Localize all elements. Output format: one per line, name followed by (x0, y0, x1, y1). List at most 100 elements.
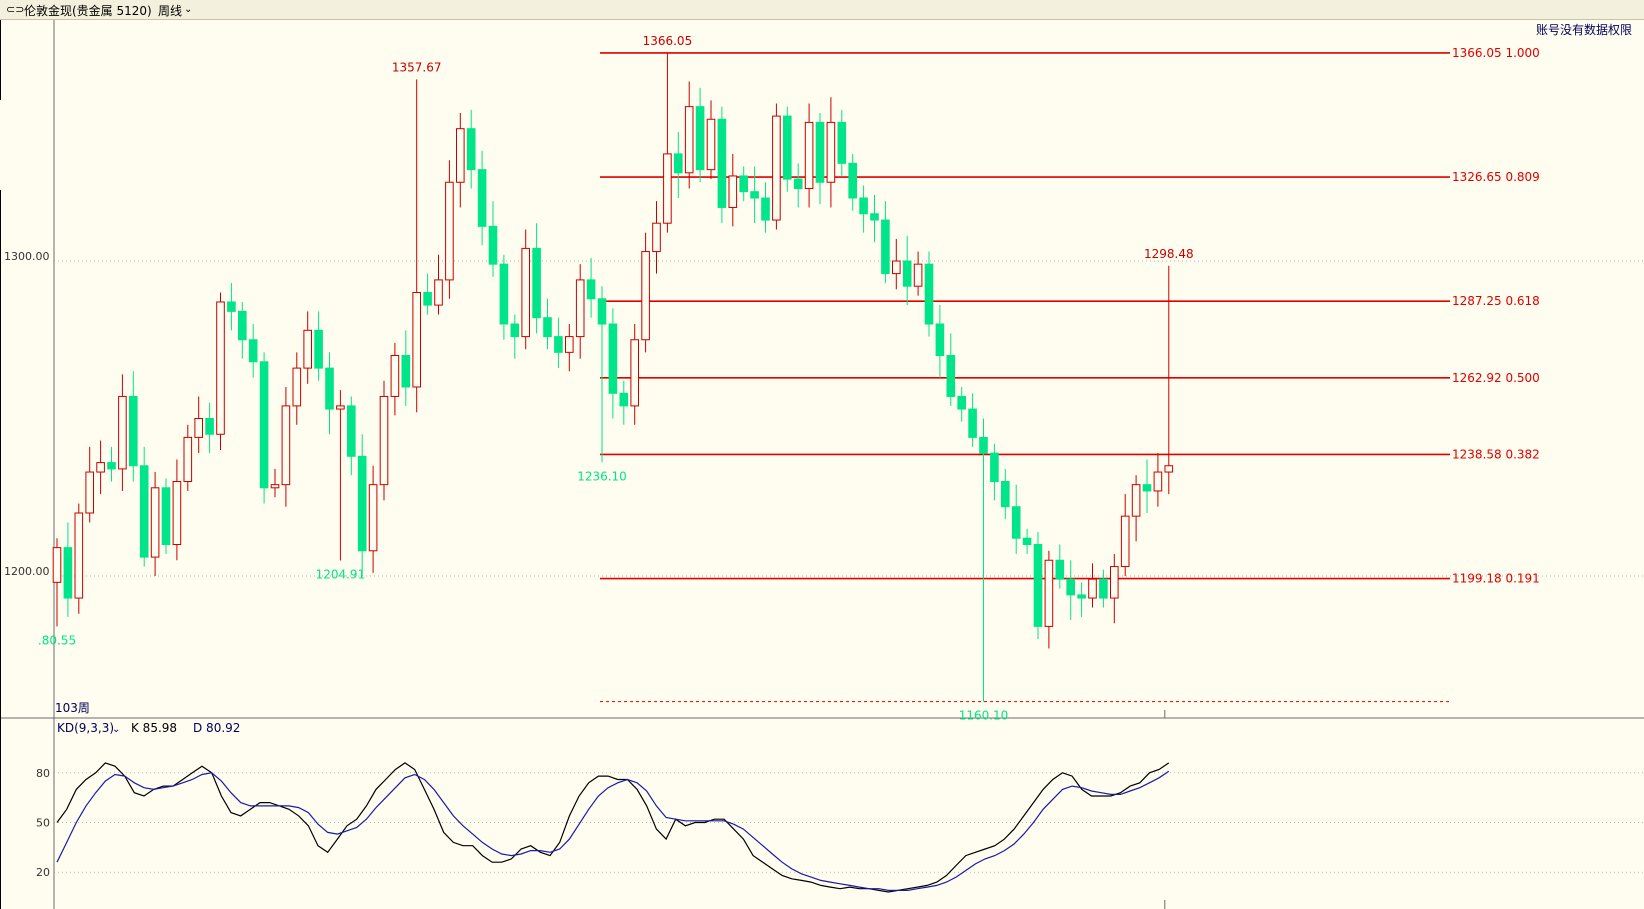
candle-body (1033, 544, 1043, 627)
fib-level-label: 1199.18 0.191 (1452, 572, 1540, 586)
candle-body (772, 115, 781, 221)
chevron-down-icon[interactable]: ⌄ (112, 724, 120, 735)
candle-body (227, 301, 236, 312)
chart-frame: 1300.00 1200.00 (0, 20, 1644, 909)
candle-body (1099, 578, 1108, 599)
candle-body (521, 247, 531, 338)
extreme-label: 1204.91 (316, 568, 366, 582)
candle-body (412, 292, 421, 388)
candle-body (401, 355, 411, 388)
candle-body (608, 323, 618, 394)
candle-body (434, 279, 443, 306)
candle-body (303, 329, 312, 369)
candle-body (815, 121, 825, 183)
candle-body (946, 355, 956, 397)
candle-body (510, 323, 520, 338)
candle-body (270, 484, 280, 489)
candle-body (1077, 594, 1086, 599)
bar-count-label: 103周 (55, 701, 90, 715)
candle-body (488, 225, 498, 265)
candle-body (183, 436, 193, 482)
candle-body (445, 181, 454, 281)
period-selector[interactable]: 周线 (158, 4, 183, 18)
price-labels: 1357.67 1366.05 1298.48 1204.91 1236.10 1160.… (38, 34, 1194, 723)
candle-body (1044, 559, 1054, 627)
candle-body (674, 153, 683, 174)
candle-body (695, 106, 705, 171)
candle-body (1164, 465, 1174, 473)
candle-body (1011, 506, 1021, 539)
candle-body (150, 487, 160, 558)
candle-body (466, 128, 476, 171)
candle-body (357, 455, 367, 552)
candle-body (292, 367, 302, 407)
kd-indicator: 80 50 20 (36, 762, 1644, 893)
candle-body (739, 175, 749, 193)
candle-body (314, 329, 323, 369)
candle-body (652, 222, 661, 253)
candle-body (1088, 578, 1097, 599)
candle-body (554, 336, 563, 353)
candle-body (892, 260, 901, 275)
candle-body (390, 355, 400, 397)
candle-body (979, 436, 988, 454)
indicator-name[interactable]: KD(9,3,3) (57, 721, 114, 735)
y-tick-label: 1200.00 (4, 565, 50, 578)
candle-body (281, 405, 291, 486)
candle-body (1131, 484, 1141, 517)
candle-body (129, 395, 138, 467)
candle-body (848, 162, 858, 199)
kd-tick-label: 20 (36, 866, 50, 879)
candle-body (641, 251, 650, 341)
chevron-down-icon[interactable]: ⌄ (184, 4, 193, 15)
candle-body (216, 301, 225, 435)
candle-body (118, 395, 127, 470)
candle-body (456, 128, 465, 183)
y-axis-area (0, 20, 54, 909)
k-line (56, 762, 1170, 893)
candle-body (783, 115, 792, 180)
candle-body (968, 408, 977, 438)
candle-body (1153, 471, 1163, 492)
extreme-label: 1298.48 (1144, 247, 1194, 261)
candle-body (924, 263, 934, 325)
candle-body (565, 336, 574, 353)
kd-tick-label: 50 (36, 817, 50, 830)
d-line (56, 770, 1170, 891)
candle-body (859, 197, 868, 215)
candle-body (706, 118, 716, 171)
candle-body (85, 471, 95, 514)
candle-body (52, 547, 62, 583)
candle-body (499, 263, 509, 325)
candle-body (532, 247, 541, 319)
candle-body (259, 361, 269, 489)
extreme-label: 1160.10 (959, 709, 1009, 723)
extreme-label: 1236.10 (577, 469, 627, 483)
fib-level-label: 1366.05 1.000 (1452, 46, 1540, 60)
candle-body (248, 339, 258, 363)
candle-body (336, 405, 345, 410)
candle-body (74, 512, 84, 599)
link-icon[interactable]: ⊂⊃ (6, 3, 25, 16)
candle-body (1142, 484, 1152, 492)
candle-body (586, 279, 596, 300)
candle-body (238, 310, 247, 341)
candle-body (368, 484, 378, 552)
candle-body (1110, 566, 1119, 599)
candle-body (750, 191, 759, 199)
candle-body (619, 392, 629, 407)
candle-body (597, 298, 607, 325)
candle-body (161, 487, 171, 545)
fib-level-label: 1262.92 0.500 (1452, 371, 1540, 385)
candle-body (793, 178, 803, 190)
candlesticks (52, 52, 1174, 702)
candle-body (1066, 578, 1076, 596)
candle-body (1001, 481, 1010, 508)
candle-body (107, 462, 116, 470)
extreme-label: 1366.05 (643, 34, 693, 48)
candle-body (543, 317, 552, 338)
candle-body (194, 418, 203, 438)
candle-body (717, 118, 727, 208)
candle-body (172, 481, 182, 545)
